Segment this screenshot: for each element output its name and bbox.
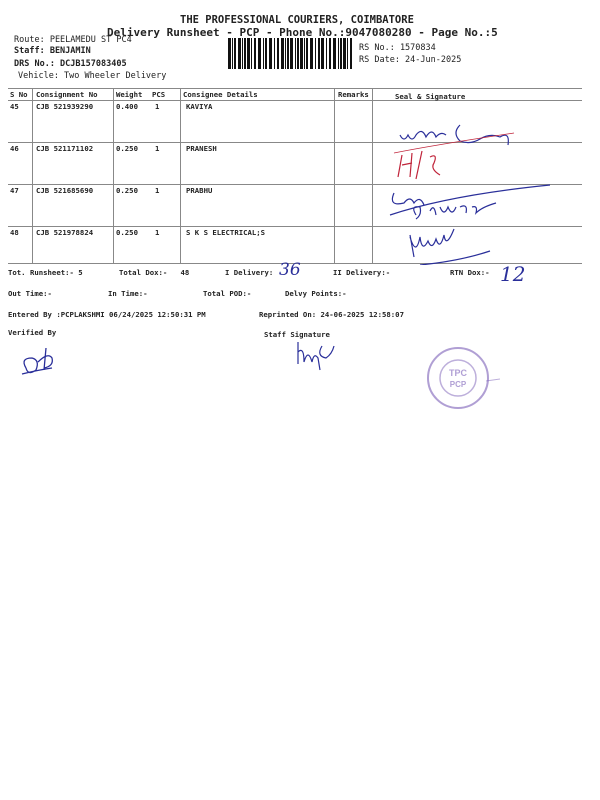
cell-consignee: S K S ELECTRICAL;S [186, 228, 266, 237]
staff: Staff: BENJAMIN [14, 46, 91, 56]
reprinted-on: Reprinted On: 24-06-2025 12:58:07 [259, 310, 404, 319]
staff-signature-label: Staff Signature [264, 330, 330, 339]
cell-consignee: KAVIYA [186, 102, 213, 111]
i-delivery-label: I Delivery: [225, 268, 274, 277]
cell-consignee: PRANESH [186, 144, 217, 153]
cell-pcs: 1 [155, 186, 160, 195]
cell-consignment: CJB 521978824 [36, 228, 94, 237]
cell-consignee: PRABHU [186, 186, 213, 195]
column-header: Consignment No [36, 90, 98, 99]
total-runsheet: Tot. Runsheet:- 5 [8, 268, 83, 277]
column-header: Seal & Signature [395, 92, 466, 101]
vehicle: Vehicle: Two Wheeler Delivery [18, 71, 167, 81]
stamp-text: TPC [449, 368, 468, 378]
column-header: Consignee Details [183, 90, 258, 99]
company-name: THE PROFESSIONAL COURIERS, COIMBATORE [180, 14, 414, 26]
cell-weight: 0.250 [116, 228, 138, 237]
cell-sno: 45 [10, 102, 19, 111]
delivery-points: Delvy Points:- [285, 289, 347, 298]
svg-text:PCP: PCP [450, 380, 467, 389]
cell-consignment: CJB 521939290 [36, 102, 94, 111]
column-header: Remarks [338, 90, 369, 99]
in-time: In Time:- [108, 289, 148, 298]
rtn-dox-label: RTN Dox:- [450, 268, 490, 277]
cell-pcs: 1 [155, 102, 160, 111]
total-pod: Total POD:- [203, 289, 252, 298]
cell-sno: 47 [10, 186, 19, 195]
cell-sno: 46 [10, 144, 19, 153]
cell-pcs: 1 [155, 144, 160, 153]
verifier-signature [21, 347, 53, 375]
entered-by: Entered By :PCPLAKSHMI 06/24/2025 12:50:… [8, 310, 206, 319]
document-title: Delivery Runsheet - PCP - Phone No.:9047… [107, 26, 498, 39]
cell-sno: 48 [10, 228, 19, 237]
handwritten-signatures [389, 124, 551, 265]
ii-delivery: II Delivery:- [333, 268, 391, 277]
column-header: S No [10, 90, 28, 99]
cell-weight: 0.250 [116, 144, 138, 153]
barcode [228, 38, 352, 69]
total-dox: Total Dox:- 48 [119, 268, 190, 277]
rs-date: RS Date: 24-Jun-2025 [359, 55, 462, 65]
out-time: Out Time:- [8, 289, 52, 298]
rtn-dox-value: 12 [500, 262, 526, 286]
column-header: PCS [152, 90, 166, 99]
drs-number: DRS No.: DCJB157083405 [14, 59, 127, 69]
i-delivery-value: 36 [279, 260, 301, 280]
route: Route: PEELAMEDU ST PC4 [14, 35, 132, 45]
staff-signature [297, 342, 335, 371]
cell-weight: 0.400 [116, 102, 138, 111]
cell-consignment: CJB 521685690 [36, 186, 94, 195]
rs-number: RS No.: 1570834 [359, 43, 436, 53]
cell-weight: 0.250 [116, 186, 138, 195]
cell-consignment: CJB 521171102 [36, 144, 94, 153]
company-stamp: TPC PCP [427, 347, 500, 409]
cell-pcs: 1 [155, 228, 160, 237]
verified-by-label: Verified By [8, 328, 57, 337]
column-header: Weight [116, 90, 143, 99]
